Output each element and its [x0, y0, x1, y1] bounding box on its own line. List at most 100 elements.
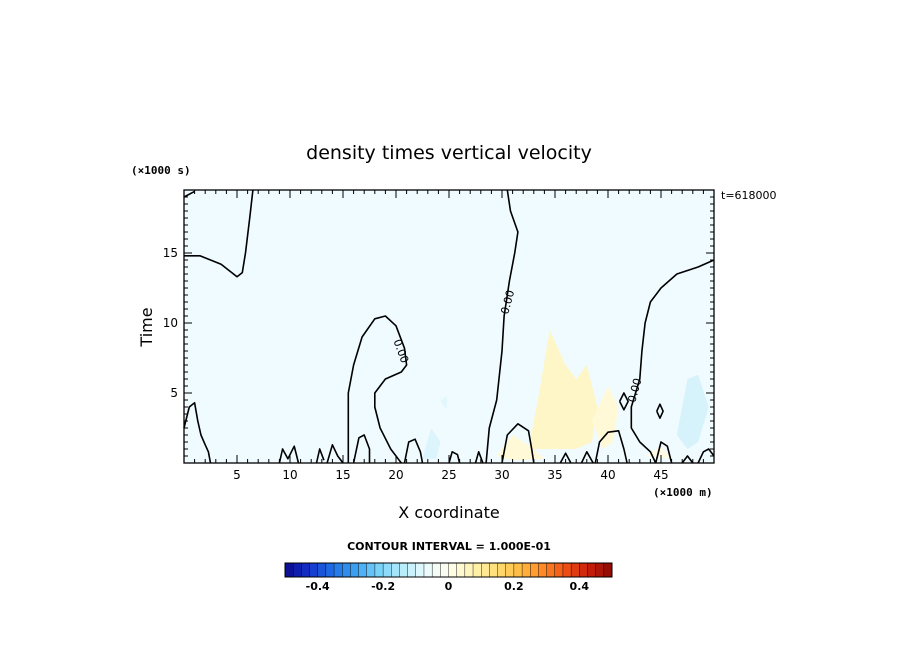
- colorbar-segment: [325, 562, 335, 578]
- x-tick-label: 10: [282, 468, 297, 482]
- colorbar-segment: [301, 562, 310, 578]
- contour-line: [559, 452, 572, 464]
- colorbar-segment: [521, 562, 531, 578]
- x-tick-label: 25: [441, 468, 456, 482]
- contour-line: [278, 445, 300, 464]
- colorbar-segment: [342, 562, 351, 578]
- contour-line: [184, 189, 254, 278]
- x-tick-label: 45: [653, 468, 668, 482]
- colorbar-segment: [374, 562, 384, 578]
- x-tick-label: 35: [547, 468, 562, 482]
- contour-line: [580, 450, 594, 464]
- colorbar-segment: [497, 562, 507, 578]
- contour-line: [474, 450, 484, 464]
- shaded-region: [440, 395, 447, 410]
- colorbar-segment: [358, 562, 368, 578]
- colorbar-segment: [472, 562, 482, 578]
- contour-line: [347, 315, 408, 464]
- contour-line: [681, 455, 694, 464]
- contour-line: [403, 438, 424, 464]
- contour-line: [697, 448, 715, 464]
- contour-line: [326, 443, 344, 464]
- colorbar-segment: [546, 562, 556, 578]
- colorbar-segment: [489, 562, 498, 578]
- contour-line: [183, 190, 195, 198]
- colorbar-segment: [407, 562, 417, 578]
- colorbar-tick-label: 0.2: [504, 580, 524, 593]
- colorbar-segment: [481, 562, 490, 578]
- plot-area: 0.000.000.00: [183, 189, 715, 464]
- colorbar-segment: [513, 562, 523, 578]
- colorbar-segment: [587, 562, 597, 578]
- colorbar-segment: [554, 562, 564, 578]
- shaded-regions: [422, 330, 709, 461]
- colorbar-segment: [292, 562, 302, 578]
- colorbar: [284, 562, 613, 578]
- x-tick-label: 5: [233, 468, 241, 482]
- colorbar-segment: [570, 562, 580, 578]
- y-tick-label: 15: [163, 246, 178, 260]
- contour-lines: [183, 189, 715, 464]
- colorbar-segment: [423, 562, 433, 578]
- colorbar-segment: [603, 562, 613, 578]
- colorbar-segment: [456, 562, 466, 578]
- colorbar-segment: [530, 562, 539, 578]
- colorbar-segment: [284, 562, 294, 578]
- colorbar-segment: [350, 562, 359, 578]
- x-tick-label: 40: [600, 468, 615, 482]
- contour-interval-label: CONTOUR INTERVAL = 1.000E-01: [347, 540, 551, 553]
- colorbar-labels: -0.4 -0.2 0 0.2 0.4: [306, 580, 590, 593]
- x-axis-label: X coordinate: [398, 503, 499, 522]
- contour-line: [618, 392, 629, 411]
- x-tick-label: 20: [388, 468, 403, 482]
- contour-label: 0.00: [498, 289, 517, 316]
- colorbar-frame: [284, 562, 613, 578]
- time-stamp-label: t=618000: [721, 189, 777, 202]
- y-unit-label: (×1000 s): [131, 164, 191, 177]
- contour-line: [656, 403, 664, 420]
- colorbar-tick-label: 0: [445, 580, 453, 593]
- colorbar-segment: [448, 562, 458, 578]
- colorbar-segment: [415, 562, 425, 578]
- colorbar-segment: [464, 562, 474, 578]
- shaded-region: [528, 330, 598, 449]
- colorbar-tick-label: 0.4: [570, 580, 590, 593]
- colorbar-segment: [440, 562, 449, 578]
- colorbar-segment: [366, 562, 376, 578]
- x-unit-label: (×1000 m): [653, 486, 713, 499]
- colorbar-segment: [399, 562, 409, 578]
- colorbar-segment: [431, 562, 441, 578]
- y-tick-label: 5: [170, 386, 178, 400]
- contour-line: [352, 434, 371, 464]
- colorbar-segment: [595, 562, 605, 578]
- contour-line: [654, 441, 673, 464]
- chart-title: density times vertical velocity: [306, 142, 592, 164]
- colorbar-tick-label: -0.4: [306, 580, 330, 593]
- colorbar-segment: [579, 562, 588, 578]
- colorbar-segment: [333, 562, 343, 578]
- y-axis-label: Time: [137, 307, 156, 347]
- colorbar-segment: [391, 562, 400, 578]
- colorbar-segment: [562, 562, 572, 578]
- contour-line: [485, 189, 519, 464]
- shaded-region: [592, 386, 619, 449]
- contour-line: [594, 429, 628, 464]
- y-tick-label: 10: [163, 316, 178, 330]
- x-tick-labels: 5 10 15 20 25 30 35 40 45: [233, 468, 668, 482]
- colorbar-segment: [309, 562, 319, 578]
- x-tick-label: 15: [335, 468, 350, 482]
- colorbar-segment: [505, 562, 515, 578]
- field-background: [184, 190, 714, 463]
- colorbar-tick-label: -0.2: [371, 580, 395, 593]
- colorbar-segment: [317, 562, 327, 578]
- axis-ticks: [184, 190, 714, 463]
- contour-line: [183, 401, 212, 464]
- y-tick-labels: 5 10 15: [163, 246, 178, 400]
- contour-label: 0.00: [626, 377, 645, 404]
- colorbar-segment: [382, 562, 392, 578]
- contour-line: [630, 259, 715, 464]
- x-tick-label: 30: [494, 468, 509, 482]
- shaded-region: [422, 428, 441, 459]
